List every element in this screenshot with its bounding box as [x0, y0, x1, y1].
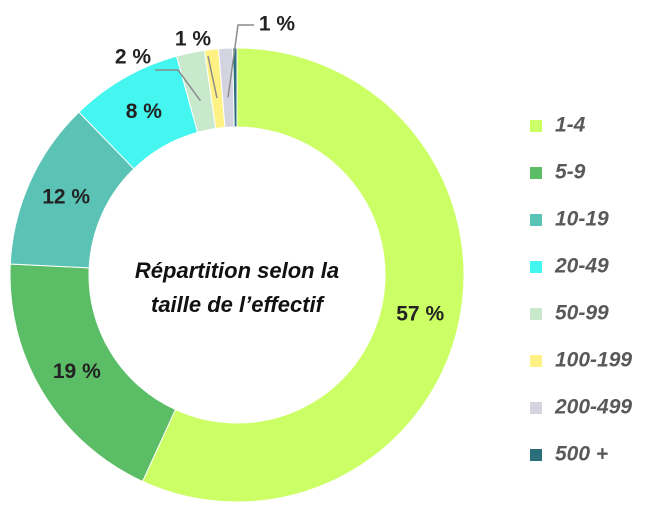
legend-swatch — [530, 120, 542, 132]
legend-label: 20-49 — [554, 255, 609, 278]
chart-title: taille de l’effectif — [151, 292, 326, 317]
legend-swatch — [530, 214, 542, 226]
chart-title: Répartition selon la — [135, 258, 339, 283]
legend-swatch — [530, 402, 542, 414]
data-label: 12 % — [42, 185, 90, 208]
data-label: 57 % — [396, 302, 444, 325]
legend-label: 100-199 — [555, 349, 632, 372]
leader-line — [207, 55, 218, 99]
legend-label: 200-499 — [554, 396, 632, 419]
legend-label: 5-9 — [555, 161, 586, 184]
legend-swatch — [530, 449, 542, 461]
legend-label: 50-99 — [555, 302, 609, 325]
legend-label: 500 + — [555, 443, 608, 466]
data-label: 19 % — [53, 360, 101, 383]
data-label: 1 % — [175, 28, 212, 51]
donut-slice — [141, 47, 465, 503]
legend-label: 10-19 — [555, 208, 609, 231]
legend-swatch — [530, 308, 542, 320]
legend-swatch — [530, 355, 542, 367]
data-label: 1 % — [259, 13, 296, 36]
leader-line — [155, 69, 202, 102]
legend-swatch — [530, 167, 542, 179]
leader-line — [227, 24, 254, 98]
legend-swatch — [530, 261, 542, 273]
data-label: 2 % — [115, 46, 152, 69]
data-label: 8 % — [126, 100, 163, 123]
legend-label: 1-4 — [555, 114, 586, 137]
